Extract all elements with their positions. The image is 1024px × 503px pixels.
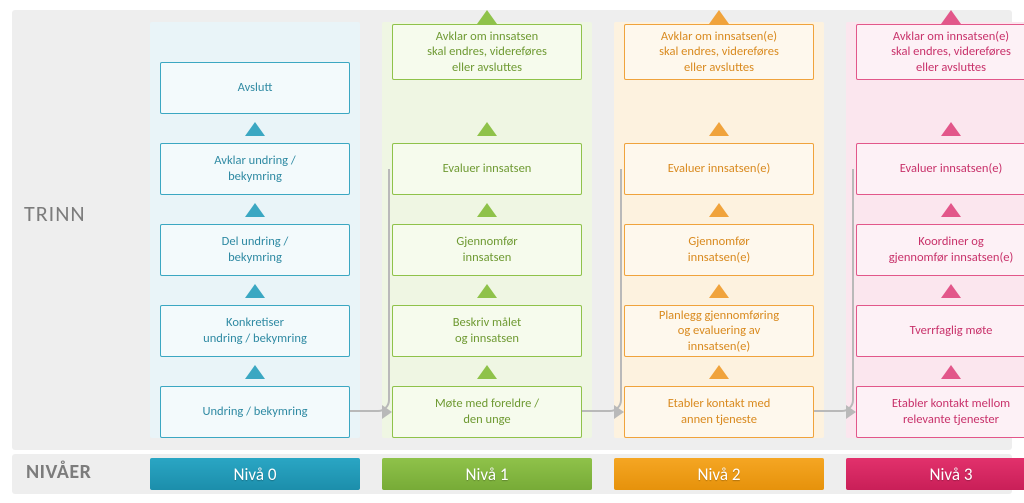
flow-arrow-icon [709,284,729,298]
level-connector [814,169,854,412]
flow-arrow-icon [477,122,497,136]
nivaer-bar: NIVÅER Nivå 0Nivå 1Nivå 2Nivå 3 [12,454,1012,494]
step-box: Koordiner oggjennomfør innsatsen(e) [856,224,1024,276]
flow-arrow-icon [245,203,265,217]
flow-arrow-icon [941,203,961,217]
step-box: Evaluer innsatsen [392,143,582,195]
flow-arrow-icon [709,365,729,379]
flow-arrow-icon [709,203,729,217]
step-box: Etabler kontakt mellomrelevante tjeneste… [856,386,1024,438]
step-box: Evaluer innsatsen(e) [856,143,1024,195]
step-box: Møte med foreldre /den unge [392,386,582,438]
step-box: Del undring /bekymring [160,224,350,276]
connector-arrow-icon [846,405,856,419]
step-box: Gjennomførinnsatsen [392,224,582,276]
flow-arrow-icon [941,365,961,379]
step-box: Beskriv måletog innsatsen [392,305,582,357]
flow-arrow-icon [709,10,729,24]
trinn-panel: TRINN Undring / bekymring Konkretiserundr… [12,10,1012,450]
flow-arrow-icon [941,284,961,298]
flow-arrow-icon [477,365,497,379]
flow-arrow-icon [941,122,961,136]
step-box: Gjennomførinnsatsen(e) [624,224,814,276]
connector-arrow-icon [614,405,624,419]
flow-arrow-icon [245,284,265,298]
flow-arrow-icon [477,203,497,217]
step-box: Tverrfaglig møte [856,305,1024,357]
step-box: Evaluer innsatsen(e) [624,143,814,195]
step-box: Etabler kontakt medannen tjeneste [624,386,814,438]
step-box: Avklar om innsatsen(e)skal endres, vider… [624,24,814,80]
nivaer-label: NIVÅER [26,460,91,484]
flow-arrow-icon [709,122,729,136]
flow-arrow-icon [477,284,497,298]
level-pill-n0: Nivå 0 [150,458,360,490]
flow-arrow-icon [245,122,265,136]
flow-arrow-icon [477,10,497,24]
level-pill-n3: Nivå 3 [846,458,1024,490]
step-box: Konkretiserundring / bekymring [160,305,350,357]
flow-arrow-icon [245,365,265,379]
connector-arrow-icon [382,405,392,419]
step-box: Avklar om innsatsenskal endres, viderefø… [392,24,582,80]
step-box: Avklar om innsatsen(e)skal endres, vider… [856,24,1024,80]
flow-arrow-icon [941,10,961,24]
level-pill-n2: Nivå 2 [614,458,824,490]
step-box: Planlegg gjennomføringog evaluering avin… [624,305,814,357]
level-connector [582,169,622,412]
level-pill-n1: Nivå 1 [382,458,592,490]
step-box: Avslutt [160,62,350,114]
step-box: Undring / bekymring [160,386,350,438]
step-box: Avklar undring /bekymring [160,143,350,195]
trinn-label: TRINN [24,200,86,227]
level-connector [350,169,390,412]
diagram-root: TRINN Undring / bekymring Konkretiserundr… [0,0,1024,503]
